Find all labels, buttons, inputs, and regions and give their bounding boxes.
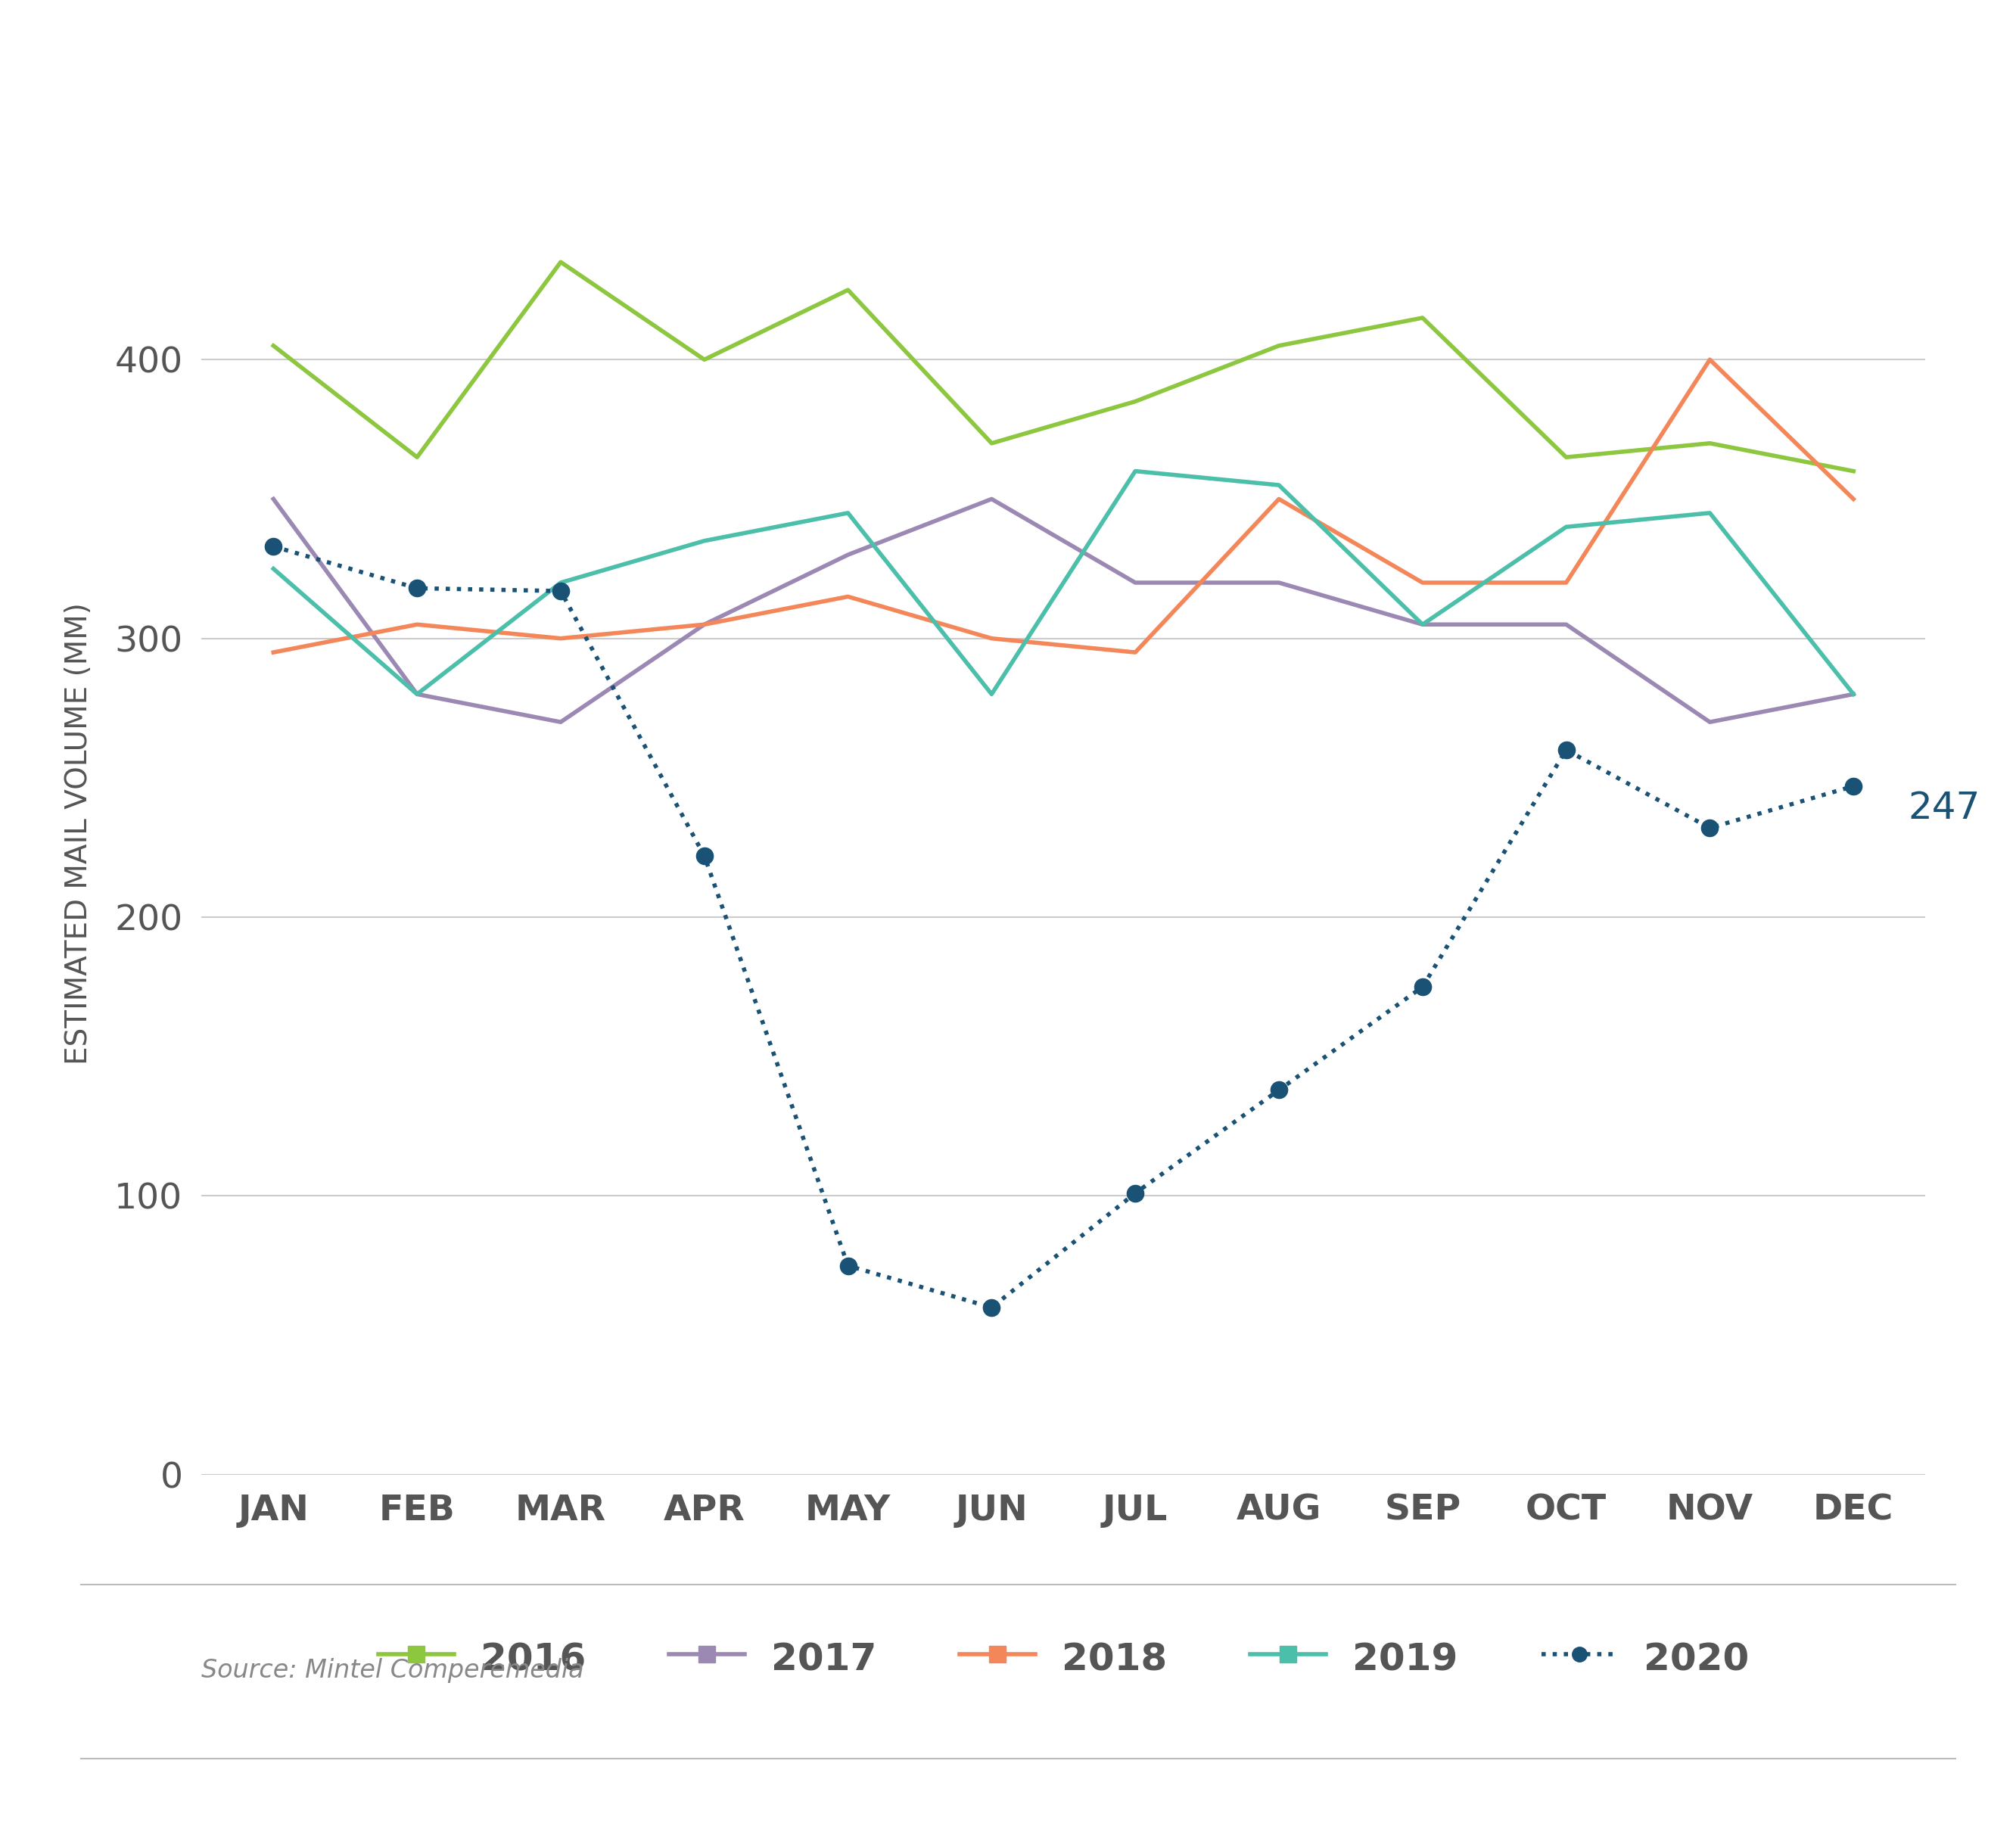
Legend: 2016, 2017, 2018, 2019, 2020: 2016, 2017, 2018, 2019, 2020 [363, 1623, 1764, 1693]
Text: 247: 247 [1907, 790, 1980, 826]
Text: Source: Mintel Comperemedia: Source: Mintel Comperemedia [202, 1658, 585, 1684]
Y-axis label: ESTIMATED MAIL VOLUME (MM): ESTIMATED MAIL VOLUME (MM) [65, 603, 93, 1064]
Text: CREDIT CARD – DIRECT MAIL VOLUME BY MONTH: CREDIT CARD – DIRECT MAIL VOLUME BY MONT… [44, 46, 1536, 99]
